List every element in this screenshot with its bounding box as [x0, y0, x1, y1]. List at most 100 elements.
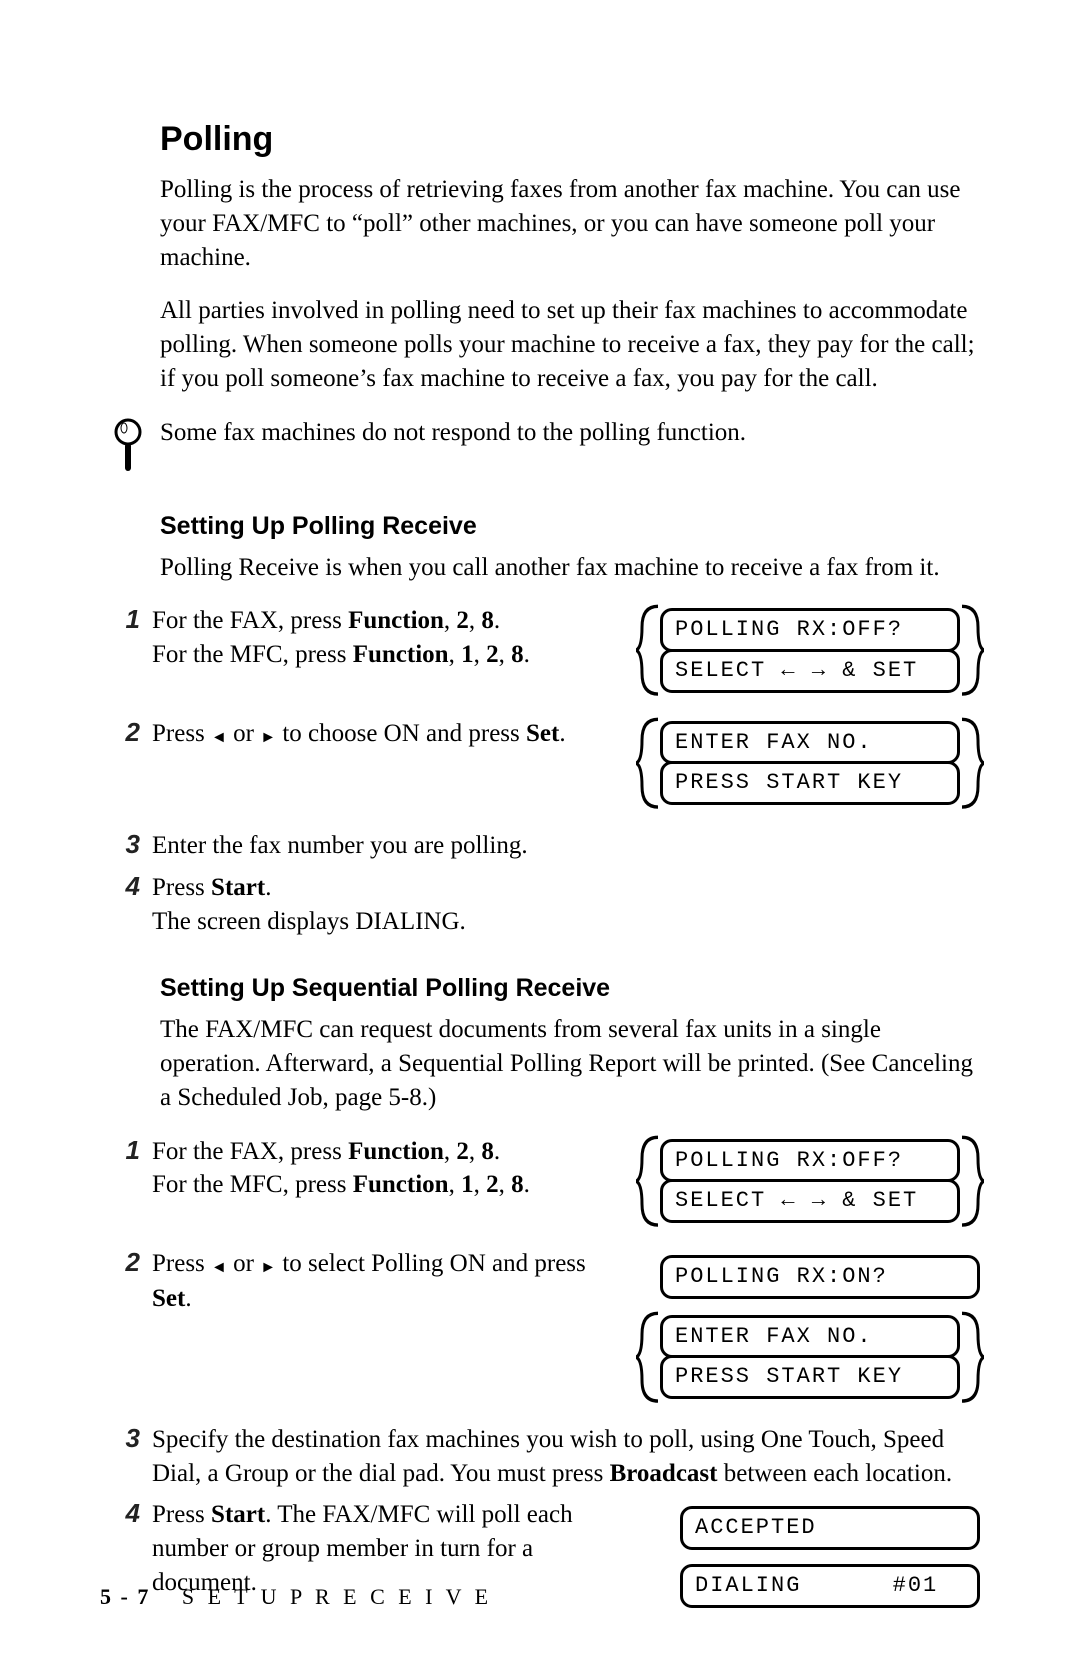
sec1-step4-text: Press Start. The screen displays DIALING…: [152, 871, 980, 939]
page-content: Polling Polling is the process of retrie…: [160, 120, 980, 1620]
key: Function: [348, 607, 444, 634]
brace-left-icon: [636, 717, 662, 809]
text: or: [227, 720, 260, 747]
lcd-display: POLLING RX:OFF? SELECT ← → & SET: [640, 1135, 980, 1227]
key: Function: [353, 1171, 449, 1198]
page-number: 5 - 7: [100, 1584, 150, 1609]
text: ,: [449, 1171, 462, 1198]
sec1-intro: Polling Receive is when you call another…: [160, 551, 980, 585]
text: or: [227, 1250, 260, 1277]
key: Start: [211, 1501, 265, 1528]
lcd-display: ENTER FAX NO. PRESS START KEY: [640, 717, 980, 809]
text: ,: [499, 1171, 512, 1198]
key: 8: [511, 641, 524, 668]
brace-right-icon: [958, 1311, 984, 1403]
left-arrow-icon: [211, 718, 227, 752]
text: ,: [499, 641, 512, 668]
brace-left-icon: [636, 1135, 662, 1227]
key: Start: [211, 874, 265, 901]
sec2-step1: 1 For the FAX, press Function, 2, 8. For…: [160, 1135, 980, 1239]
key: Function: [348, 1138, 444, 1165]
lcd-line: ACCEPTED: [680, 1506, 980, 1550]
key: 1: [461, 641, 474, 668]
sec2-intro: The FAX/MFC can request documents from s…: [160, 1013, 980, 1114]
sec1-step4: 4 Press Start. The screen displays DIALI…: [160, 871, 980, 939]
sec2-step3-text: Specify the destination fax machines you…: [152, 1423, 980, 1491]
sec2-heading: Setting Up Sequential Polling Receive: [160, 974, 980, 1003]
step-number: 2: [116, 1247, 152, 1278]
key: 2: [486, 1171, 499, 1198]
lcd-line: POLLING RX:OFF?: [660, 1139, 960, 1183]
sec1-step1-text: For the FAX, press Function, 2, 8. For t…: [152, 604, 616, 672]
text: The FAX/MFC can request documents from s…: [160, 1016, 881, 1077]
text: ,: [469, 607, 482, 634]
lcd-display: ACCEPTED: [680, 1506, 980, 1550]
text: ,: [469, 1138, 482, 1165]
sec1-heading: Setting Up Polling Receive: [160, 512, 980, 541]
text: .: [494, 607, 500, 634]
left-arrow-icon: [211, 1248, 227, 1282]
text: .: [524, 1171, 530, 1198]
text: Press: [152, 1501, 211, 1528]
lcd-display: DIALING #01: [680, 1564, 980, 1608]
text: For the FAX, press: [152, 607, 348, 634]
sec2-step1-text: For the FAX, press Function, 2, 8. For t…: [152, 1135, 616, 1203]
key: 2: [486, 641, 499, 668]
key: Set: [526, 720, 559, 747]
sec1-step2-text: Press or to choose ON and press Set.: [152, 717, 616, 752]
text: Press: [152, 720, 211, 747]
lcd-line: POLLING RX:ON?: [660, 1255, 980, 1299]
step-number: 2: [116, 717, 152, 748]
lcd-display: POLLING RX:OFF? SELECT ← → & SET: [640, 604, 980, 696]
brace-left-icon: [636, 604, 662, 696]
lcd-line: SELECT ← → & SET: [660, 1179, 960, 1223]
lcd-line: ENTER FAX NO.: [660, 721, 960, 765]
text: .: [524, 641, 530, 668]
lcd-line: PRESS START KEY: [660, 1355, 960, 1399]
text: For the MFC, press: [152, 1171, 353, 1198]
sec1-step3-text: Enter the fax number you are polling.: [152, 829, 980, 863]
text: ,: [444, 1138, 457, 1165]
step-number: 3: [116, 1423, 152, 1454]
sec2-step3: 3 Specify the destination fax machines y…: [160, 1423, 980, 1491]
text: , page 5-8.): [322, 1084, 436, 1111]
lcd-display: POLLING RX:ON?: [660, 1255, 980, 1299]
intro-para-2: All parties involved in polling need to …: [160, 294, 980, 395]
text: .: [494, 1138, 500, 1165]
text: Press: [152, 1250, 211, 1277]
lcd-line: PRESS START KEY: [660, 761, 960, 805]
note-row: Some fax machines do not respond to the …: [160, 416, 980, 476]
sec2-step2-text: Press or to select Polling ON and press …: [152, 1247, 616, 1316]
text: For the MFC, press: [152, 641, 353, 668]
text: to select Polling ON and press: [276, 1250, 586, 1277]
text: to choose ON and press: [276, 720, 526, 747]
intro-para-1: Polling is the process of retrieving fax…: [160, 173, 980, 274]
footer-section: S E T U P R E C E I V E: [182, 1584, 492, 1609]
text: .: [265, 874, 271, 901]
lcd-display: ENTER FAX NO. PRESS START KEY: [640, 1311, 980, 1403]
key: 1: [461, 1171, 474, 1198]
brace-right-icon: [958, 604, 984, 696]
text: .: [559, 720, 565, 747]
key: Broadcast: [610, 1460, 718, 1487]
sec1-step3: 3 Enter the fax number you are polling.: [160, 829, 980, 863]
key: 2: [456, 607, 469, 634]
key: Function: [353, 641, 449, 668]
right-arrow-icon: [260, 1248, 276, 1282]
sec2-step2: 2 Press or to select Polling ON and pres…: [160, 1247, 980, 1415]
page-footer: 5 - 7 S E T U P R E C E I V E: [100, 1584, 492, 1610]
magnifier-icon: [110, 416, 150, 476]
sec1-step2: 2 Press or to choose ON and press Set. E…: [160, 717, 980, 821]
key: Set: [152, 1285, 185, 1312]
text: The screen displays DIALING.: [152, 908, 466, 935]
sec1-step1: 1 For the FAX, press Function, 2, 8. For…: [160, 604, 980, 708]
key: 8: [481, 607, 494, 634]
step-number: 1: [116, 604, 152, 635]
right-arrow-icon: [260, 718, 276, 752]
step-number: 4: [116, 871, 152, 902]
page-title: Polling: [160, 120, 980, 159]
brace-right-icon: [958, 1135, 984, 1227]
text: ,: [444, 607, 457, 634]
text: For the FAX, press: [152, 1138, 348, 1165]
step-number: 1: [116, 1135, 152, 1166]
